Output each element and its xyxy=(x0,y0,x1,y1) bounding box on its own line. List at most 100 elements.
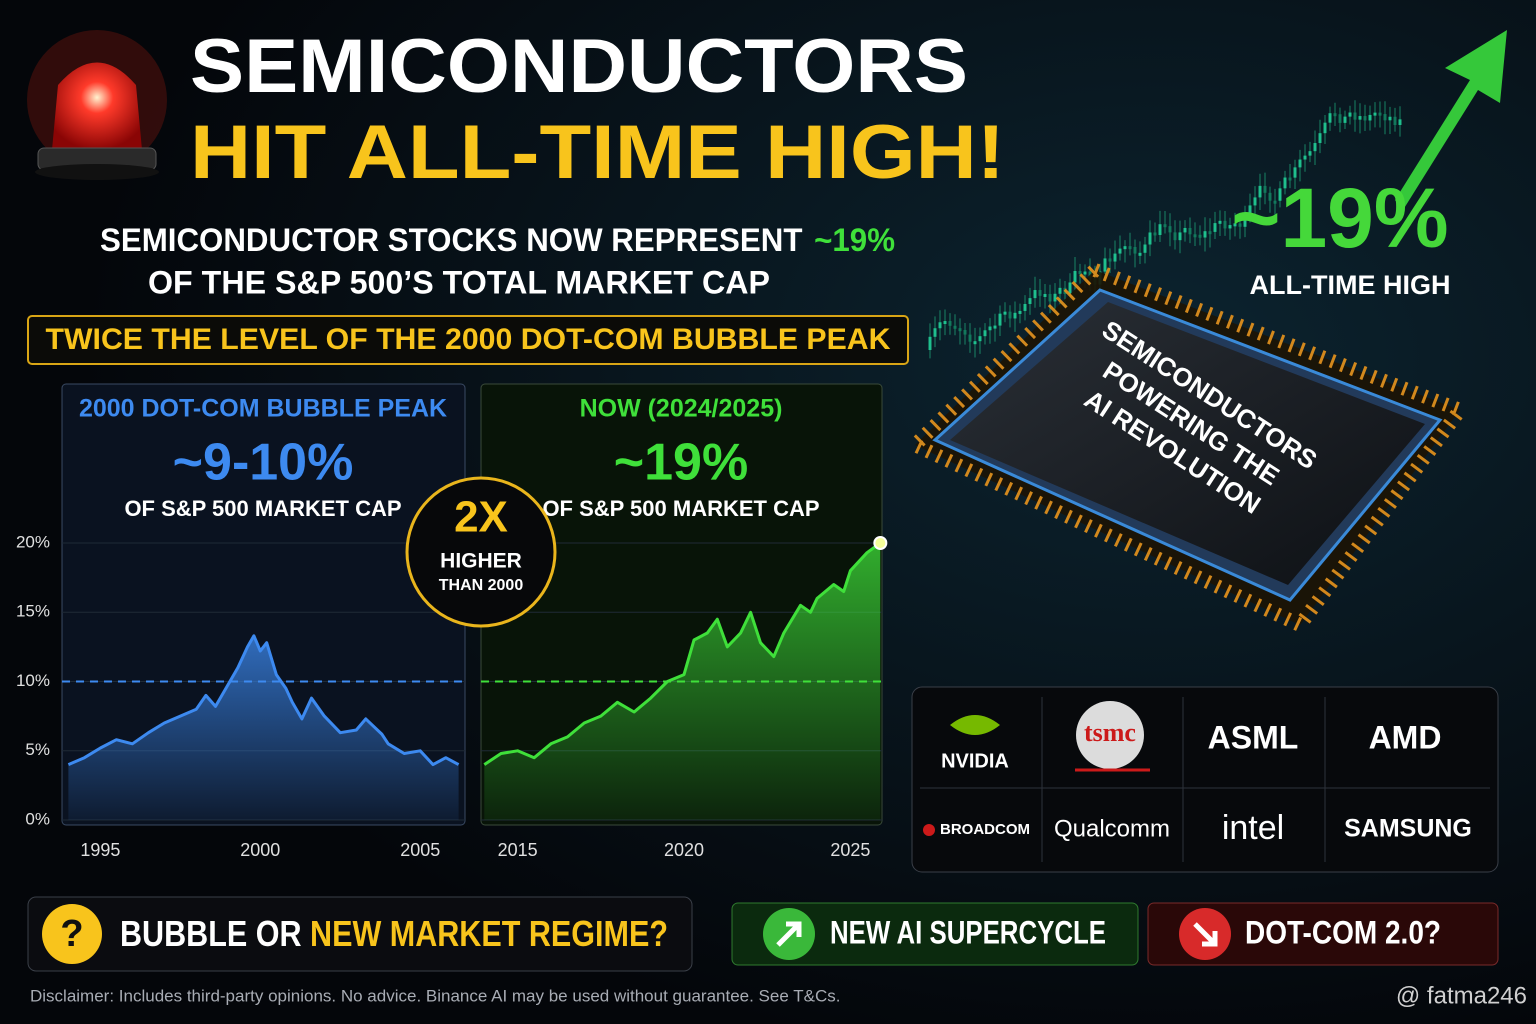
candle-body xyxy=(1028,298,1032,304)
line xyxy=(67,634,460,767)
candle-body xyxy=(1393,116,1397,126)
question-box xyxy=(27,896,693,972)
candle-body xyxy=(1148,232,1152,245)
watermark: @ fatma246 xyxy=(1396,982,1527,1009)
question-text: BUBBLE ORNEW MARKET REGIME? xyxy=(120,913,668,954)
siren-icon xyxy=(27,30,167,180)
candle-body xyxy=(1173,232,1177,241)
option-a-box[interactable] xyxy=(731,902,1139,966)
option-b-arrow xyxy=(1193,922,1218,947)
candle-body xyxy=(968,334,972,342)
candle-body xyxy=(1088,271,1092,278)
candle-body xyxy=(1268,192,1272,201)
area xyxy=(68,635,459,820)
x-tick-label: 2005 xyxy=(400,840,440,860)
candle-body xyxy=(1248,205,1252,215)
subtitle-text: SEMICONDUCTOR STOCKS NOW REPRESENT xyxy=(100,222,803,258)
end-marker xyxy=(873,536,888,550)
candle-body xyxy=(1163,224,1167,228)
x-tick-label: 1995 xyxy=(80,840,120,860)
candle-body xyxy=(948,321,952,326)
candle-body xyxy=(1358,116,1362,120)
candle-body xyxy=(1383,114,1387,121)
candle-body xyxy=(1278,188,1282,201)
up-arrow xyxy=(1395,30,1507,210)
question-icon xyxy=(42,904,102,964)
candle-body xyxy=(1068,282,1072,294)
line xyxy=(483,541,882,766)
broadcom-icon xyxy=(923,824,935,836)
candle-body xyxy=(1353,112,1357,120)
candle-body xyxy=(1023,303,1027,311)
panel-subtitle: OF S&P 500 MARKET CAP xyxy=(542,496,819,521)
candle-body xyxy=(1038,290,1042,296)
logo-text: NVIDIA xyxy=(941,750,1009,772)
candle-body xyxy=(1213,223,1217,232)
background-candles xyxy=(928,100,1402,359)
candle-body xyxy=(1083,271,1087,275)
candle-body xyxy=(1003,311,1007,315)
option-a-text[interactable]: NEW AI SUPERCYCLE xyxy=(830,914,1106,950)
y-tick-label: 15% xyxy=(16,602,50,621)
candle-body xyxy=(1078,270,1082,274)
subtitle-line-1: SEMICONDUCTOR STOCKS NOW REPRESENT ~19% xyxy=(100,222,895,258)
candle-body xyxy=(1343,116,1347,123)
option-b-text[interactable]: DOT-COM 2.0? xyxy=(1245,914,1441,950)
candle-body xyxy=(1388,116,1392,121)
candle-body xyxy=(1178,232,1182,241)
x-tick-label: 2000 xyxy=(240,840,280,860)
candle-body xyxy=(1158,224,1162,235)
logo-text: BROADCOM xyxy=(940,821,1030,838)
candle-body xyxy=(1303,155,1307,160)
candle-body xyxy=(1363,116,1367,121)
candle-body xyxy=(943,321,947,325)
candle-body xyxy=(1143,244,1147,253)
title-line-1: SEMICONDUCTORS xyxy=(190,24,968,109)
candle-body xyxy=(1258,185,1262,198)
badge-line-1: HIGHER xyxy=(440,550,522,573)
candle-body xyxy=(978,336,982,342)
candle-body xyxy=(1338,114,1342,123)
question-part: NEW MARKET REGIME? xyxy=(310,913,668,954)
option-b-box[interactable] xyxy=(1147,902,1499,966)
candle-body xyxy=(958,328,962,332)
candle-body xyxy=(1313,143,1317,152)
logo-text: ASML xyxy=(1208,719,1299,755)
candle-body xyxy=(1053,293,1057,302)
candle-body xyxy=(963,330,967,335)
candle-body xyxy=(1018,310,1022,314)
panel-subtitle: OF S&P 500 MARKET CAP xyxy=(124,496,401,521)
charts: 0% 5% 10% 15% 20% 1995 2000 2005 2000 DOT-COM BU… xyxy=(16,395,888,860)
candle-body xyxy=(998,313,1002,326)
candle-body xyxy=(1288,177,1292,181)
candle-body xyxy=(953,325,957,329)
logo-text: SAMSUNG xyxy=(1344,815,1472,843)
question-mark: ? xyxy=(60,913,83,955)
title-line-2: HIT ALL-TIME HIGH! xyxy=(190,110,1005,195)
panel-title: NOW (2024/2025) xyxy=(580,395,783,423)
candle-body xyxy=(988,326,992,331)
candle-body xyxy=(933,328,937,337)
candle-body xyxy=(1218,220,1222,224)
candle-body xyxy=(1348,112,1352,117)
panel-headline: ~9-10% xyxy=(173,434,354,492)
logo-box xyxy=(911,686,1499,873)
candle-body xyxy=(1118,248,1122,254)
candle-body xyxy=(1198,234,1202,238)
candle-body xyxy=(1273,200,1277,204)
candle-body xyxy=(1108,258,1112,262)
y-tick-label: 20% xyxy=(16,532,50,551)
candle-body xyxy=(1223,220,1227,229)
question-part: BUBBLE OR xyxy=(120,913,302,954)
x-tick-label: 2025 xyxy=(830,840,870,860)
candle-body xyxy=(1183,227,1187,233)
candle-body xyxy=(1033,290,1037,299)
logo-text: tsmc xyxy=(1084,718,1136,747)
candle-body xyxy=(1153,232,1157,236)
candle-body xyxy=(983,330,987,337)
candle-body xyxy=(1238,223,1242,227)
candle-body xyxy=(1228,225,1232,229)
panel-headline: ~19% xyxy=(614,434,748,492)
